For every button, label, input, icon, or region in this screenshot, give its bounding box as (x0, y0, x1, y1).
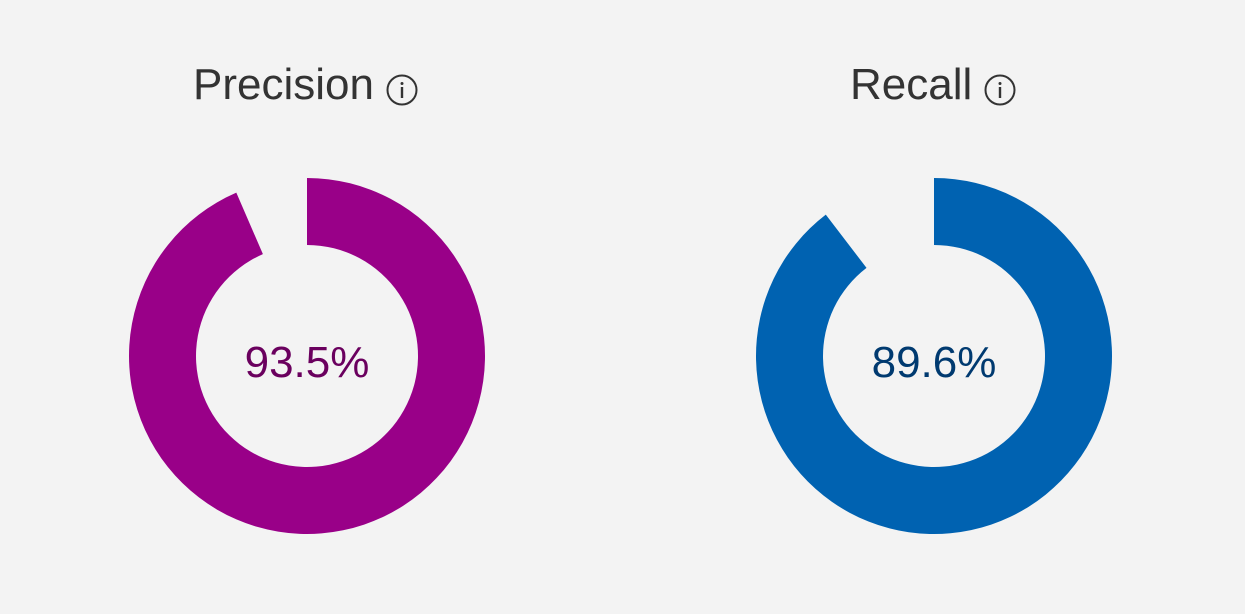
precision-value: 93.5% (245, 338, 370, 387)
recall-donut: 89.6% (756, 178, 1113, 535)
precision-progress-arc (129, 178, 486, 534)
info-icon[interactable] (386, 74, 418, 106)
precision-title: Precision (193, 58, 418, 112)
recall-value: 89.6% (872, 338, 997, 387)
recall-title: Recall (850, 58, 1016, 112)
precision-donut: 93.5% (129, 178, 486, 534)
precision-title-label: Precision (193, 60, 374, 109)
recall-title-label: Recall (850, 60, 973, 109)
info-icon[interactable] (984, 74, 1016, 106)
recall-progress-arc (756, 178, 1113, 535)
